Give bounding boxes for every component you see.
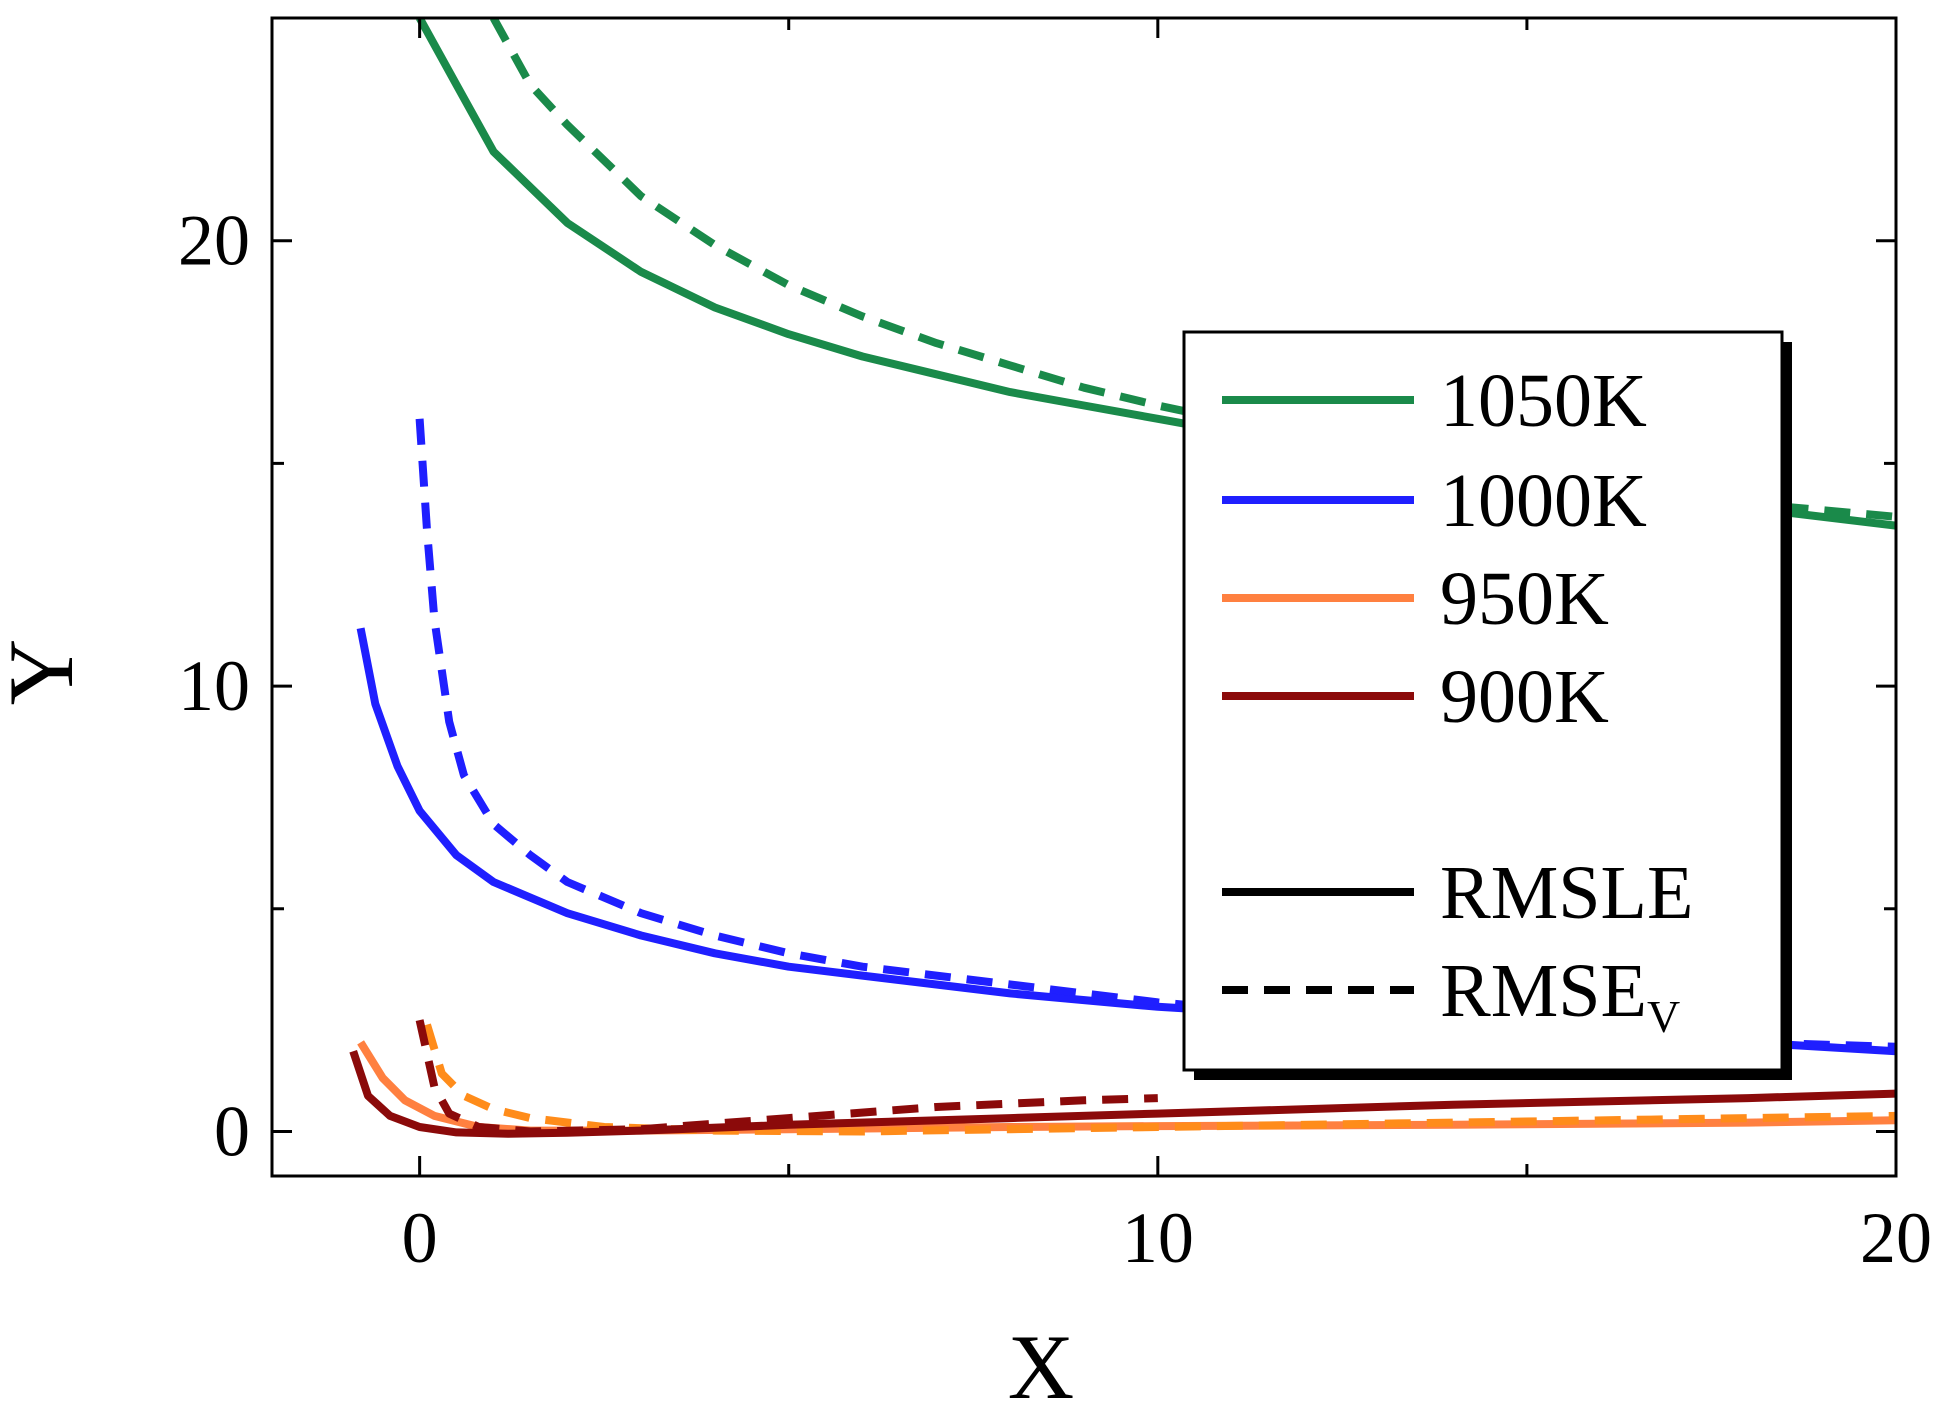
legend-items: 1050K 1000K 950K 900K RMSLE RMSEV: [1222, 359, 1693, 1042]
legend-label-rmsev: RMSEV: [1440, 949, 1680, 1042]
plot-frame: [270, 16, 1898, 1178]
y-tick-label: 20: [178, 201, 250, 281]
legend-label-900k: 900K: [1440, 655, 1609, 739]
series-1000k-rmsev: [415, 418, 1896, 1051]
legend-label-950k: 950K: [1440, 557, 1609, 641]
legend-label-1000k: 1000K: [1440, 459, 1647, 543]
legend: 1050K 1000K 950K 900K RMSLE RMSEV: [1182, 330, 1792, 1080]
y-tick-label: 10: [178, 646, 250, 726]
x-tick-label: 0: [402, 1198, 438, 1278]
legend-label-1050k: 1050K: [1440, 359, 1647, 443]
series-1050k-rmsev: [489, 18, 1896, 521]
tick-layer: 0 10 20 0 10 20: [178, 18, 1932, 1278]
x-tick-label: 10: [1122, 1198, 1194, 1278]
y-axis-title: Y: [0, 639, 92, 705]
x-axis-title: X: [1008, 1316, 1074, 1418]
y-tick-label: 0: [214, 1091, 250, 1171]
legend-label-rmsle: RMSLE: [1440, 851, 1693, 935]
x-tick-label: 20: [1860, 1198, 1932, 1278]
legend-box: [1182, 330, 1784, 1072]
